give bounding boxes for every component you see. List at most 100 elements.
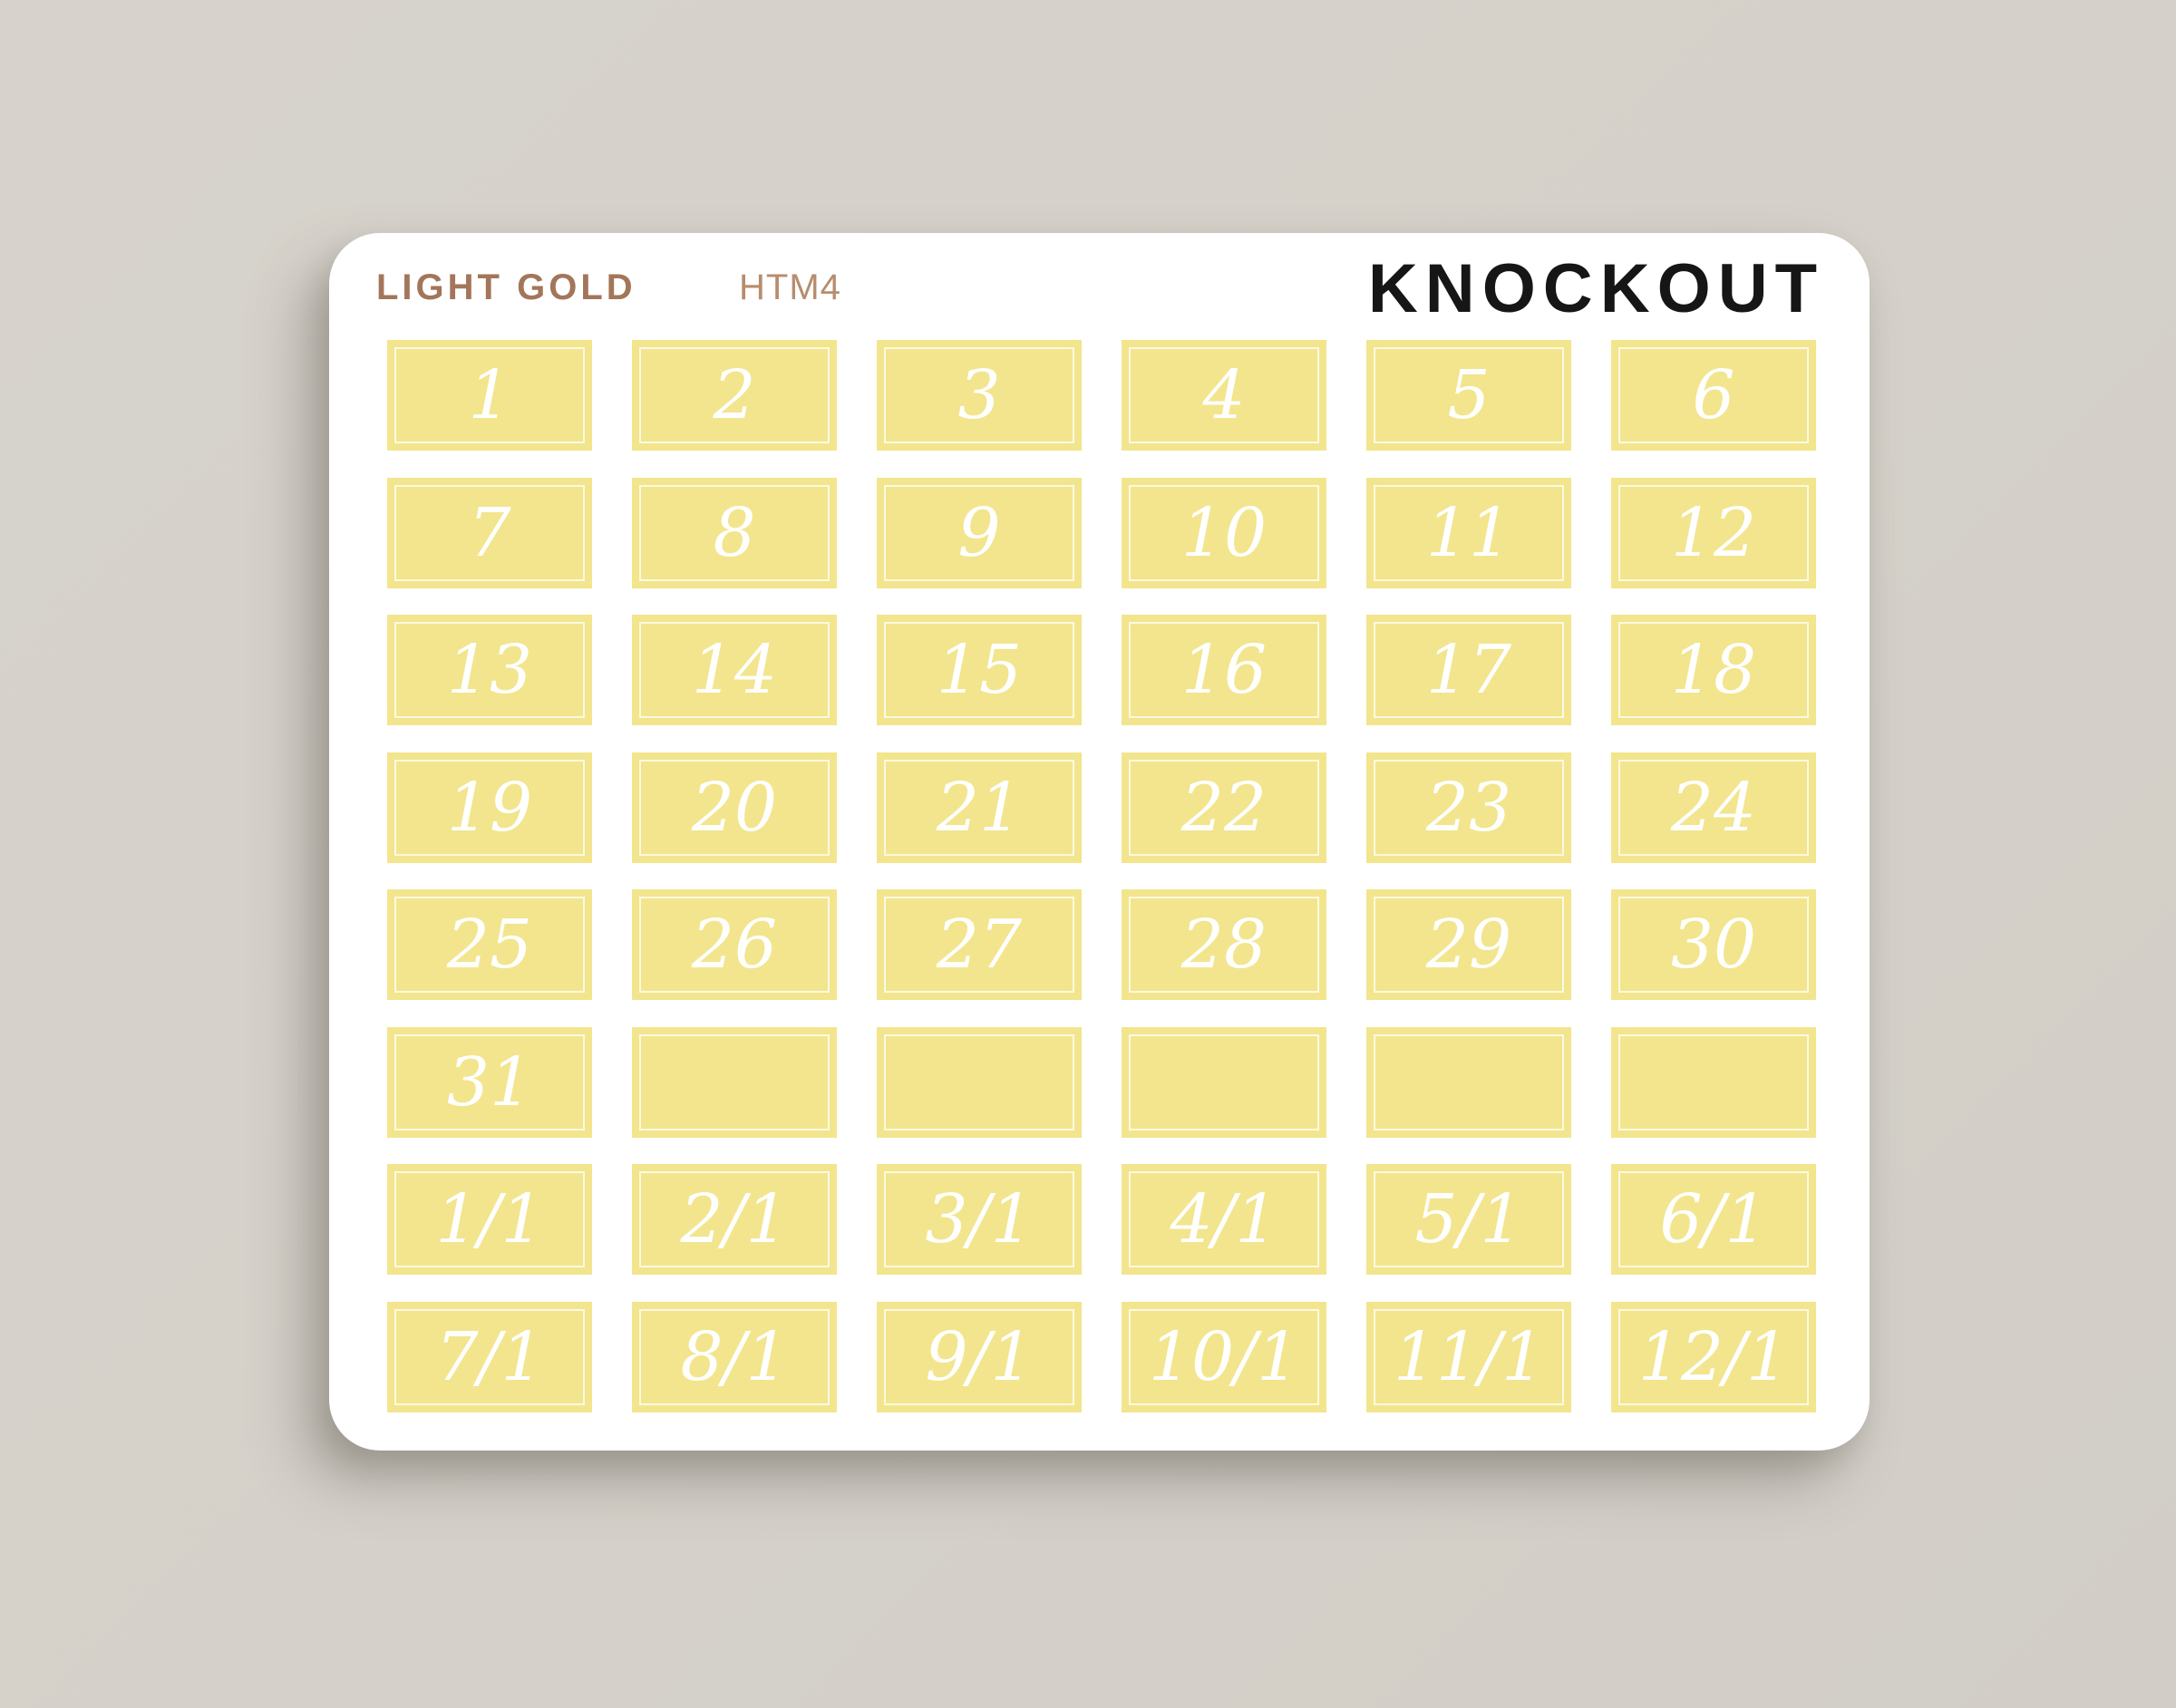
- sticker-cell: 8/1: [632, 1301, 837, 1412]
- sticker-cell: 22: [1122, 752, 1326, 863]
- sticker-cell: 16: [1122, 615, 1326, 725]
- sticker-cell: 6/1: [1611, 1164, 1816, 1275]
- sticker-label: 9: [957, 493, 1001, 572]
- sticker-label: 20: [691, 768, 778, 847]
- sticker-label: 31: [446, 1043, 533, 1121]
- sticker-label: 18: [1670, 631, 1757, 709]
- sticker-cell: 8: [632, 477, 837, 588]
- sticker-label: 10: [1180, 493, 1268, 572]
- sticker-cell-blank: [877, 1026, 1082, 1138]
- sticker-cell: 20: [632, 752, 837, 863]
- sticker-cell: 12: [1611, 477, 1816, 588]
- sticker-label: 14: [691, 631, 778, 709]
- sticker-cell: 31: [387, 1026, 592, 1138]
- sticker-cell: 3: [877, 340, 1082, 451]
- sticker-label: 5: [1447, 356, 1491, 434]
- sticker-inner-border: [1129, 1034, 1319, 1131]
- color-name-label: LIGHT GOLD: [376, 267, 636, 307]
- sticker-cell: 11/1: [1366, 1301, 1571, 1412]
- sticker-label: 3/1: [925, 1180, 1034, 1258]
- sticker-label: 29: [1425, 906, 1512, 984]
- sticker-label: 4: [1202, 356, 1246, 434]
- sticker-label: 1/1: [435, 1180, 544, 1258]
- sticker-cell: 2/1: [632, 1164, 837, 1275]
- sticker-cell: 15: [877, 615, 1082, 725]
- sticker-label: 17: [1425, 631, 1512, 709]
- product-code-label: HTM4: [739, 267, 841, 307]
- sticker-label: 2: [713, 356, 756, 434]
- sticker-label: 12/1: [1637, 1317, 1790, 1396]
- sticker-cell-blank: [1122, 1026, 1326, 1138]
- sticker-cell: 2: [632, 340, 837, 451]
- sticker-cell: 13: [387, 615, 592, 725]
- sticker-cell: 4/1: [1122, 1164, 1326, 1275]
- sticker-label: 10/1: [1148, 1317, 1300, 1396]
- sticker-cell: 9/1: [877, 1301, 1082, 1412]
- sticker-label: 26: [691, 906, 778, 984]
- sticker-label: 12: [1670, 493, 1757, 572]
- sticker-inner-border: [884, 1034, 1074, 1131]
- sticker-label: 5/1: [1414, 1180, 1523, 1258]
- sticker-label: 16: [1180, 631, 1268, 709]
- sticker-cell: 1: [387, 340, 592, 451]
- sticker-label: 7: [468, 493, 511, 572]
- sticker-inner-border: [1618, 1034, 1809, 1131]
- sticker-label: 15: [936, 631, 1023, 709]
- sticker-cell: 30: [1611, 889, 1816, 1000]
- sticker-cell: 29: [1366, 889, 1571, 1000]
- sticker-label: 7/1: [435, 1317, 544, 1396]
- sticker-label: 3: [957, 356, 1001, 434]
- sticker-cell: 19: [387, 752, 592, 863]
- sticker-cell: 27: [877, 889, 1082, 1000]
- sticker-cell: 23: [1366, 752, 1571, 863]
- sticker-label: 11: [1425, 493, 1512, 572]
- brand-logo: KNOCKOUT: [1367, 250, 1824, 327]
- sticker-cell: 4: [1122, 340, 1326, 451]
- sticker-label: 11/1: [1393, 1317, 1545, 1396]
- sticker-inner-border: [1374, 1034, 1564, 1131]
- sticker-label: 19: [446, 768, 533, 847]
- sticker-cell: 7/1: [387, 1301, 592, 1412]
- sticker-label: 8: [713, 493, 756, 572]
- sticker-cell: 18: [1611, 615, 1816, 725]
- sticker-cell: 10: [1122, 477, 1326, 588]
- sticker-label: 8/1: [680, 1317, 789, 1396]
- sticker-cell: 5: [1366, 340, 1571, 451]
- sticker-cell: 17: [1366, 615, 1571, 725]
- sticker-cell: 14: [632, 615, 837, 725]
- sticker-label: 9/1: [925, 1317, 1034, 1396]
- sticker-cell: 11: [1366, 477, 1571, 588]
- sticker-cell: 26: [632, 889, 837, 1000]
- sticker-label: 1: [468, 356, 511, 434]
- sticker-cell-blank: [1611, 1026, 1816, 1138]
- sticker-cell: 3/1: [877, 1164, 1082, 1275]
- sticker-cell: 1/1: [387, 1164, 592, 1275]
- sticker-cell: 6: [1611, 340, 1816, 451]
- sticker-cell-blank: [632, 1026, 837, 1138]
- sticker-cell: 21: [877, 752, 1082, 863]
- sticker-label: 6/1: [1659, 1180, 1768, 1258]
- sticker-cell: 5/1: [1366, 1164, 1571, 1275]
- sticker-label: 21: [936, 768, 1023, 847]
- sticker-label: 13: [446, 631, 533, 709]
- sticker-label: 24: [1670, 768, 1757, 847]
- sticker-cell: 28: [1122, 889, 1326, 1000]
- sticker-label: 28: [1180, 906, 1268, 984]
- sticker-grid: 1 2 3 4 5 6 7 8 9 10 11 12 13 14 15 16 17 18 19 20 21 22 23 24 2…: [387, 340, 1816, 1412]
- sticker-cell: 10/1: [1122, 1301, 1326, 1412]
- sticker-cell: 25: [387, 889, 592, 1000]
- sticker-label: 4/1: [1170, 1180, 1278, 1258]
- sticker-cell: 12/1: [1611, 1301, 1816, 1412]
- sticker-label: 25: [446, 906, 533, 984]
- sticker-cell: 24: [1611, 752, 1816, 863]
- sticker-cell-blank: [1366, 1026, 1571, 1138]
- sticker-cell: 7: [387, 477, 592, 588]
- sticker-label: 2/1: [680, 1180, 789, 1258]
- sticker-sheet: LIGHT GOLD HTM4 KNOCKOUT 1 2 3 4 5 6 7 8 9 10 11 12…: [329, 233, 1870, 1451]
- sticker-cell: 9: [877, 477, 1082, 588]
- sticker-label: 27: [936, 906, 1023, 984]
- sticker-label: 30: [1670, 906, 1757, 984]
- sticker-label: 22: [1180, 768, 1268, 847]
- sticker-label: 23: [1425, 768, 1512, 847]
